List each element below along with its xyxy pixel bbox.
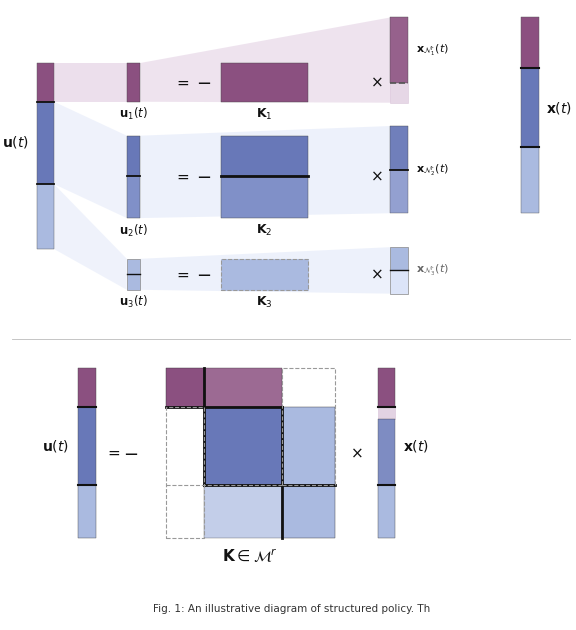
Text: $\mathbf{x}(t)$: $\mathbf{x}(t)$ (403, 438, 429, 454)
Text: $\mathbf{K}_2$: $\mathbf{K}_2$ (256, 223, 272, 238)
Text: $-$: $-$ (123, 444, 138, 462)
FancyBboxPatch shape (37, 184, 54, 249)
FancyBboxPatch shape (391, 18, 408, 83)
FancyBboxPatch shape (391, 247, 408, 270)
Text: $\mathbf{K}_3$: $\mathbf{K}_3$ (256, 295, 273, 310)
FancyBboxPatch shape (165, 369, 335, 538)
FancyBboxPatch shape (378, 484, 395, 538)
FancyBboxPatch shape (221, 259, 308, 290)
FancyBboxPatch shape (378, 369, 395, 407)
FancyBboxPatch shape (37, 63, 54, 102)
FancyBboxPatch shape (204, 407, 282, 484)
Text: $\mathbf{x}_{\mathcal{N}_2^r}(t)$: $\mathbf{x}_{\mathcal{N}_2^r}(t)$ (416, 162, 449, 178)
Text: $=$: $=$ (174, 169, 190, 184)
FancyBboxPatch shape (78, 484, 96, 538)
FancyBboxPatch shape (221, 63, 308, 102)
FancyBboxPatch shape (391, 270, 408, 294)
FancyBboxPatch shape (204, 369, 282, 407)
FancyBboxPatch shape (378, 419, 395, 484)
Text: $\times$: $\times$ (370, 75, 382, 90)
FancyBboxPatch shape (165, 369, 204, 407)
Text: $=$: $=$ (105, 445, 121, 460)
Polygon shape (54, 63, 127, 102)
FancyBboxPatch shape (282, 407, 335, 484)
Polygon shape (54, 184, 127, 290)
Text: $\times$: $\times$ (370, 169, 382, 184)
Polygon shape (141, 126, 391, 218)
FancyBboxPatch shape (391, 169, 408, 213)
Text: $\mathbf{K}_1$: $\mathbf{K}_1$ (256, 107, 272, 122)
FancyBboxPatch shape (78, 369, 96, 407)
Text: $\mathbf{x}(t)$: $\mathbf{x}(t)$ (547, 100, 573, 115)
FancyBboxPatch shape (521, 147, 539, 213)
FancyBboxPatch shape (37, 102, 54, 184)
Text: $\times$: $\times$ (350, 445, 363, 460)
Polygon shape (54, 102, 127, 218)
Polygon shape (141, 18, 391, 103)
FancyBboxPatch shape (127, 176, 141, 218)
FancyBboxPatch shape (221, 176, 308, 218)
Text: $\mathbf{u}_2(t)$: $\mathbf{u}_2(t)$ (119, 222, 148, 239)
FancyBboxPatch shape (78, 407, 96, 484)
Text: $\mathbf{K} \in \mathcal{M}^r$: $\mathbf{K} \in \mathcal{M}^r$ (222, 546, 278, 564)
Text: $-$: $-$ (196, 265, 211, 284)
Text: Fig. 1: An illustrative diagram of structured policy. Th: Fig. 1: An illustrative diagram of struc… (153, 604, 430, 614)
Text: $-$: $-$ (196, 168, 211, 185)
FancyBboxPatch shape (127, 259, 141, 290)
Text: $\mathbf{u}_1(t)$: $\mathbf{u}_1(t)$ (119, 106, 148, 122)
FancyBboxPatch shape (282, 484, 335, 538)
Text: $-$: $-$ (196, 73, 211, 91)
Text: $\mathbf{u}(t)$: $\mathbf{u}(t)$ (2, 134, 29, 151)
FancyBboxPatch shape (391, 126, 408, 169)
Text: $=$: $=$ (174, 266, 190, 282)
FancyBboxPatch shape (127, 63, 141, 102)
FancyBboxPatch shape (521, 18, 539, 68)
Text: $\mathbf{x}_{\mathcal{N}_3^r}(t)$: $\mathbf{x}_{\mathcal{N}_3^r}(t)$ (416, 263, 449, 278)
Text: $\mathbf{x}_{\mathcal{N}_1^r}(t)$: $\mathbf{x}_{\mathcal{N}_1^r}(t)$ (416, 42, 449, 59)
Polygon shape (141, 247, 391, 294)
Text: $\mathbf{u}(t)$: $\mathbf{u}(t)$ (41, 438, 69, 454)
FancyBboxPatch shape (521, 68, 539, 147)
Text: $=$: $=$ (174, 75, 190, 90)
Text: $\mathbf{u}_3(t)$: $\mathbf{u}_3(t)$ (119, 294, 148, 311)
FancyBboxPatch shape (127, 135, 141, 176)
FancyBboxPatch shape (221, 135, 308, 176)
FancyBboxPatch shape (204, 484, 282, 538)
FancyBboxPatch shape (391, 83, 408, 103)
FancyBboxPatch shape (378, 407, 395, 419)
Text: $\times$: $\times$ (370, 266, 382, 282)
